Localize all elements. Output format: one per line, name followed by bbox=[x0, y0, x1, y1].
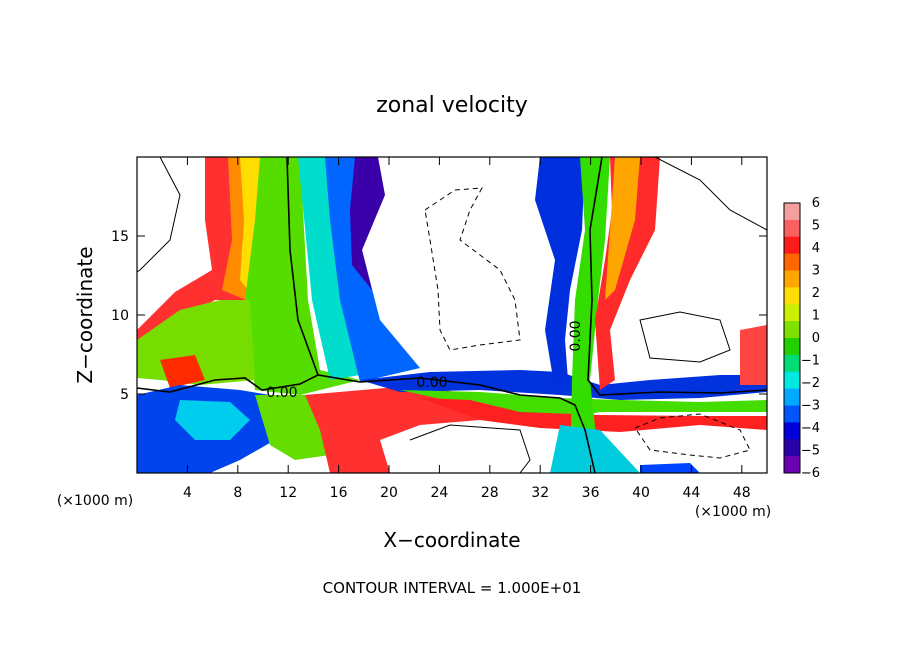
x-tick-label: 36 bbox=[582, 485, 600, 501]
field-purple-edge bbox=[350, 157, 385, 290]
y-tick-label: 10 bbox=[111, 308, 129, 324]
colorbar-swatch bbox=[784, 456, 800, 474]
colorbar-swatch bbox=[784, 354, 800, 373]
colorbar-frame bbox=[783, 202, 801, 474]
field-bottom-blue-blob bbox=[640, 463, 700, 473]
contour-pos-bottom bbox=[409, 424, 531, 473]
contour-pos-right-2 bbox=[639, 311, 731, 363]
colorbar-tick-label: −2 bbox=[801, 376, 820, 391]
field-right-edge-red bbox=[740, 325, 767, 385]
field-lower-red bbox=[305, 385, 480, 473]
colorbar-tick-label: 1 bbox=[812, 309, 820, 324]
colorbar-tick-label: −4 bbox=[801, 421, 820, 436]
colorbar-swatch bbox=[784, 405, 800, 423]
x-unit-label-left: (×1000 m) bbox=[57, 493, 133, 509]
x-tick-label: 20 bbox=[380, 485, 398, 501]
colorbar-swatch bbox=[784, 270, 800, 288]
field-blue-column bbox=[325, 157, 420, 382]
contour-label-1: 0.00 bbox=[266, 385, 297, 401]
contour-label-3: 0.00 bbox=[568, 320, 584, 351]
colorbar-tick-label: 2 bbox=[812, 286, 820, 301]
colorbar-swatch bbox=[784, 253, 800, 271]
field-right-orange-core bbox=[605, 157, 640, 300]
contour-zero-main bbox=[137, 374, 596, 473]
colorbar-swatch bbox=[784, 338, 800, 356]
field-left-column-core bbox=[240, 157, 262, 290]
x-tick-label: 4 bbox=[183, 485, 192, 501]
contour-label-2: 0.00 bbox=[416, 375, 447, 391]
colorbar-tick-label: −1 bbox=[801, 354, 820, 369]
chart-title: zonal velocity bbox=[376, 93, 528, 118]
colorbar: 6 5 4 3 2 1 0 −1 −2 −3 −4 −5 −6 bbox=[783, 196, 820, 481]
colorbar-swatch bbox=[784, 219, 800, 238]
y-axis-label: Z−coordinate bbox=[73, 246, 97, 383]
x-axis-label: X−coordinate bbox=[383, 528, 520, 552]
contour-neg-dashed-top bbox=[424, 187, 521, 351]
colorbar-swatch bbox=[784, 422, 800, 440]
x-tick-label: 16 bbox=[330, 485, 348, 501]
field-green-column bbox=[245, 157, 360, 395]
colorbar-tick-label: 3 bbox=[812, 264, 820, 279]
contour-neg-dashed-bottom bbox=[634, 413, 751, 459]
colorbar-tick-label: 5 bbox=[812, 219, 820, 234]
contour-zero-right bbox=[587, 157, 767, 396]
x-tick-label: 40 bbox=[632, 485, 650, 501]
contour-interval-note: CONTOUR INTERVAL = 1.000E+01 bbox=[323, 579, 582, 597]
colorbar-tick-label: 6 bbox=[812, 196, 820, 211]
field-right-blue-column bbox=[535, 157, 585, 390]
x-tick-label: 24 bbox=[430, 485, 448, 501]
x-tick-label: 8 bbox=[233, 485, 242, 501]
x-tick-label: 12 bbox=[279, 485, 297, 501]
colorbar-swatch bbox=[784, 287, 800, 305]
colorbar-swatch bbox=[784, 371, 800, 390]
colorbar-swatch bbox=[784, 304, 800, 322]
field-left-hotspot bbox=[160, 355, 205, 388]
colorbar-tick-label: 0 bbox=[812, 331, 820, 346]
field-right-green-column bbox=[570, 157, 610, 473]
field-right-red-column bbox=[595, 157, 660, 390]
y-axis: 5 10 15 bbox=[111, 229, 767, 403]
colorbar-tick-label: −6 bbox=[801, 466, 820, 481]
contour-zero-left bbox=[286, 157, 319, 376]
colorbar-tick-label: −3 bbox=[801, 399, 820, 414]
colorbar-swatch bbox=[784, 203, 800, 221]
x-tick-label: 28 bbox=[481, 485, 499, 501]
field-lower-left-cyan bbox=[175, 400, 250, 440]
x-tick-label: 32 bbox=[531, 485, 549, 501]
contour-pos-left-top bbox=[137, 157, 181, 273]
colorbar-tick-label: 4 bbox=[812, 241, 820, 256]
colorbar-swatch bbox=[784, 321, 800, 339]
y-tick-label: 15 bbox=[111, 229, 129, 245]
plot-area: 0.00 0.00 0.00 bbox=[137, 157, 767, 473]
y-tick-label: 5 bbox=[120, 387, 129, 403]
x-axis: 4 8 12 16 20 24 28 32 36 40 44 48 bbox=[183, 157, 751, 501]
x-tick-label: 44 bbox=[682, 485, 700, 501]
field-bottom-right-cyan bbox=[550, 425, 640, 473]
x-tick-label: 48 bbox=[733, 485, 751, 501]
colorbar-swatch bbox=[784, 236, 800, 255]
colorbar-tick-label: −5 bbox=[801, 444, 820, 459]
x-unit-label-right: (×1000 m) bbox=[695, 504, 771, 520]
colorbar-swatch bbox=[784, 439, 800, 457]
colorbar-swatch bbox=[784, 388, 800, 406]
contour-pos-right bbox=[654, 157, 767, 231]
